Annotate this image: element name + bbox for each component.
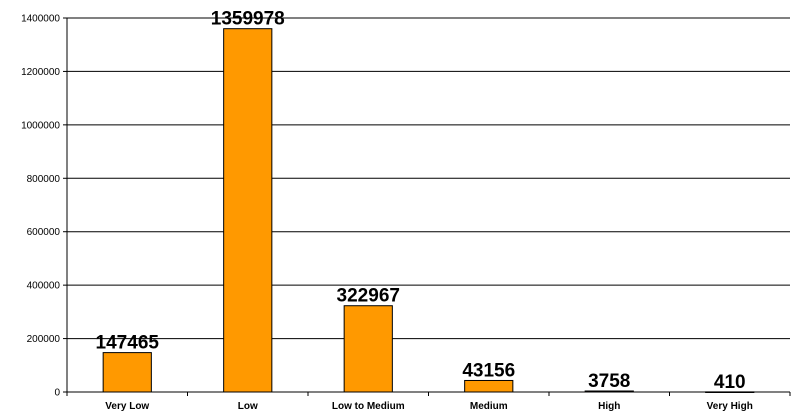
data-label: 43156 (462, 360, 515, 381)
data-labels: 147465 1359978 322967 43156 3758 410 (96, 9, 746, 393)
category-label: Low (238, 401, 258, 412)
bar (343, 305, 393, 393)
data-label: 322967 (337, 286, 400, 307)
data-label: 3758 (588, 371, 630, 392)
bars (102, 28, 755, 393)
category-label: High (598, 401, 620, 412)
category-label: Low to Medium (332, 401, 405, 412)
y-tick-label: 1000000 (21, 120, 60, 131)
y-tick-label: 1200000 (21, 67, 60, 78)
category-labels: Very Low Low Low to Medium Medium High Very H… (105, 401, 753, 412)
y-tick-label: 200000 (27, 334, 61, 345)
bar (102, 352, 152, 393)
gridlines (67, 17, 790, 340)
axes (66, 18, 790, 393)
y-tick-label: 800000 (27, 174, 61, 185)
data-label: 410 (714, 372, 746, 393)
data-label: 1359978 (211, 9, 285, 30)
bar (223, 28, 273, 393)
category-label: Very Low (105, 401, 149, 412)
data-label: 147465 (96, 333, 160, 354)
y-tick-label: 400000 (27, 281, 61, 292)
x-axis-ticks (66, 392, 791, 396)
bar (464, 379, 514, 393)
category-label: Medium (470, 401, 508, 412)
y-tick-label: 0 (54, 388, 60, 399)
y-tick-label: 600000 (27, 227, 61, 238)
y-tick-label: 1400000 (21, 14, 60, 25)
y-axis-ticks: 0 200000 400000 600000 800000 1000000 1200000 1… (21, 14, 67, 399)
category-label: Very High (707, 401, 753, 412)
